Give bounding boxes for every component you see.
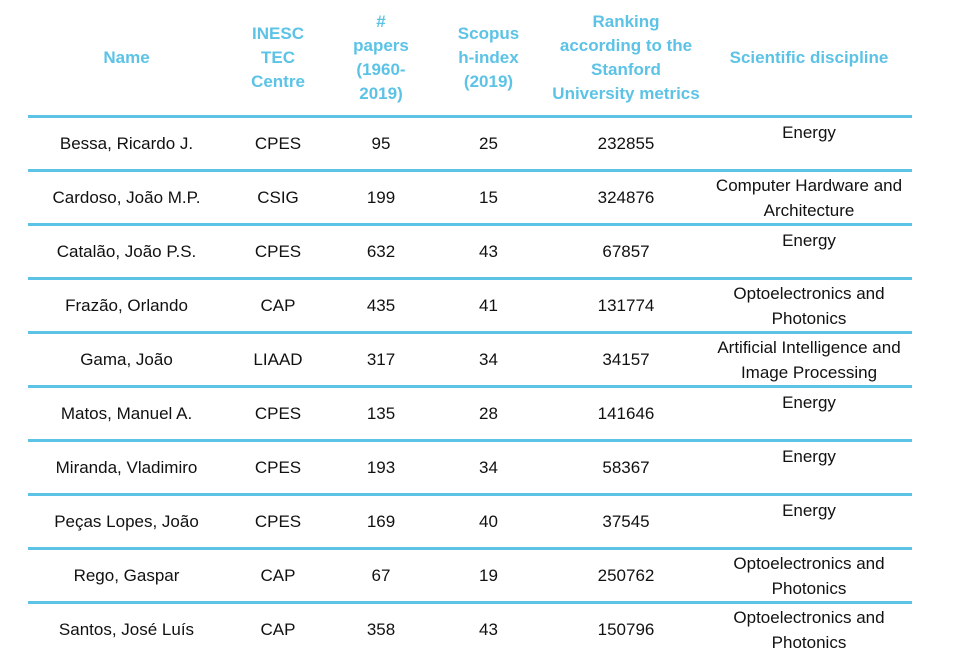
cell-centre: CAP (225, 549, 331, 603)
discipline-text: Energy (708, 228, 910, 253)
cell-papers: 193 (331, 441, 431, 495)
table-row: Cardoso, João M.P. CSIG 199 15 324876 Co… (28, 171, 912, 225)
cell-papers: 435 (331, 279, 431, 333)
cell-name: Santos, José Luís (28, 603, 225, 655)
cell-hindex: 34 (431, 441, 546, 495)
table-body: Bessa, Ricardo J. CPES 95 25 232855 Ener… (28, 117, 912, 655)
cell-name: Bessa, Ricardo J. (28, 117, 225, 171)
cell-ranking: 324876 (546, 171, 706, 225)
cell-hindex: 34 (431, 333, 546, 387)
cell-ranking: 250762 (546, 549, 706, 603)
cell-centre: CPES (225, 117, 331, 171)
cell-centre: CPES (225, 387, 331, 441)
cell-papers: 95 (331, 117, 431, 171)
cell-centre: LIAAD (225, 333, 331, 387)
cell-name: Miranda, Vladimiro (28, 441, 225, 495)
cell-ranking: 131774 (546, 279, 706, 333)
table-row: Matos, Manuel A. CPES 135 28 141646 Ener… (28, 387, 912, 441)
discipline-text: Energy (708, 498, 910, 523)
cell-hindex: 43 (431, 603, 546, 655)
table-row: Miranda, Vladimiro CPES 193 34 58367 Ene… (28, 441, 912, 495)
cell-discipline: Optoelectronics and Photonics (706, 549, 912, 603)
cell-papers: 317 (331, 333, 431, 387)
cell-ranking: 34157 (546, 333, 706, 387)
cell-discipline: Energy (706, 495, 912, 549)
table-row: Santos, José Luís CAP 358 43 150796 Opto… (28, 603, 912, 655)
cell-hindex: 41 (431, 279, 546, 333)
cell-ranking: 67857 (546, 225, 706, 279)
table-row: Bessa, Ricardo J. CPES 95 25 232855 Ener… (28, 117, 912, 171)
cell-papers: 67 (331, 549, 431, 603)
cell-ranking: 58367 (546, 441, 706, 495)
table-row: Peças Lopes, João CPES 169 40 37545 Ener… (28, 495, 912, 549)
cell-discipline: Energy (706, 387, 912, 441)
table-row: Catalão, João P.S. CPES 632 43 67857 Ene… (28, 225, 912, 279)
cell-discipline: Energy (706, 225, 912, 279)
cell-discipline: Artificial Intelligence and Image Proces… (706, 333, 912, 387)
cell-hindex: 25 (431, 117, 546, 171)
cell-papers: 169 (331, 495, 431, 549)
cell-ranking: 232855 (546, 117, 706, 171)
cell-centre: CSIG (225, 171, 331, 225)
cell-papers: 135 (331, 387, 431, 441)
cell-hindex: 15 (431, 171, 546, 225)
cell-name: Catalão, João P.S. (28, 225, 225, 279)
table-row: Rego, Gaspar CAP 67 19 250762 Optoelectr… (28, 549, 912, 603)
cell-name: Peças Lopes, João (28, 495, 225, 549)
cell-centre: CPES (225, 441, 331, 495)
cell-centre: CPES (225, 495, 331, 549)
header-centre: INESC TEC Centre (225, 0, 331, 117)
cell-discipline: Optoelectronics and Photonics (706, 603, 912, 655)
cell-hindex: 28 (431, 387, 546, 441)
cell-name: Frazão, Orlando (28, 279, 225, 333)
discipline-text: Optoelectronics and Photonics (708, 551, 910, 601)
cell-name: Cardoso, João M.P. (28, 171, 225, 225)
discipline-text: Artificial Intelligence and Image Proces… (708, 335, 910, 385)
header-papers: # papers (1960-2019) (331, 0, 431, 117)
cell-ranking: 150796 (546, 603, 706, 655)
discipline-text: Computer Hardware and Architecture (708, 173, 910, 223)
discipline-text: Optoelectronics and Photonics (708, 605, 910, 655)
header-name: Name (28, 0, 225, 117)
cell-name: Rego, Gaspar (28, 549, 225, 603)
cell-centre: CAP (225, 279, 331, 333)
cell-hindex: 40 (431, 495, 546, 549)
cell-name: Gama, João (28, 333, 225, 387)
cell-discipline: Energy (706, 117, 912, 171)
cell-papers: 199 (331, 171, 431, 225)
cell-ranking: 141646 (546, 387, 706, 441)
cell-hindex: 43 (431, 225, 546, 279)
header-row: Name INESC TEC Centre # papers (1960-201… (28, 0, 912, 117)
cell-discipline: Energy (706, 441, 912, 495)
cell-hindex: 19 (431, 549, 546, 603)
cell-discipline: Optoelectronics and Photonics (706, 279, 912, 333)
researchers-table: Name INESC TEC Centre # papers (1960-201… (28, 0, 912, 655)
discipline-text: Energy (708, 120, 910, 145)
header-hindex: Scopus h-index (2019) (431, 0, 546, 117)
cell-papers: 632 (331, 225, 431, 279)
header-discipline: Scientific discipline (706, 0, 912, 117)
discipline-text: Optoelectronics and Photonics (708, 281, 910, 331)
table-row: Gama, João LIAAD 317 34 34157 Artificial… (28, 333, 912, 387)
table-header: Name INESC TEC Centre # papers (1960-201… (28, 0, 912, 117)
researchers-table-container: Name INESC TEC Centre # papers (1960-201… (28, 0, 912, 655)
header-ranking: Ranking according to the Stanford Univer… (546, 0, 706, 117)
cell-centre: CPES (225, 225, 331, 279)
discipline-text: Energy (708, 390, 910, 415)
cell-discipline: Computer Hardware and Architecture (706, 171, 912, 225)
discipline-text: Energy (708, 444, 910, 469)
cell-centre: CAP (225, 603, 331, 655)
cell-name: Matos, Manuel A. (28, 387, 225, 441)
cell-papers: 358 (331, 603, 431, 655)
table-row: Frazão, Orlando CAP 435 41 131774 Optoel… (28, 279, 912, 333)
cell-ranking: 37545 (546, 495, 706, 549)
